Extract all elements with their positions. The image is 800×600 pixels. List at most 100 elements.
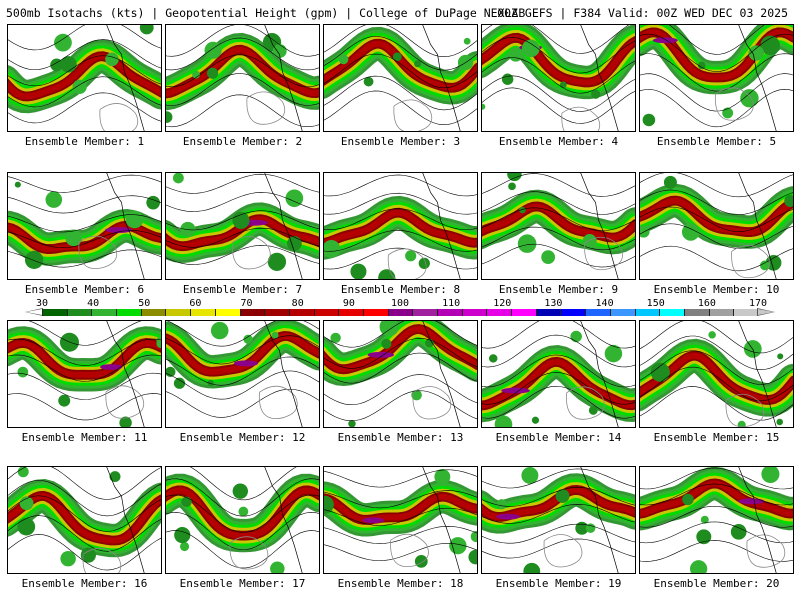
grey-contour <box>246 91 286 125</box>
ensemble-map <box>640 467 793 573</box>
isotach-blob <box>555 489 570 503</box>
ensemble-map <box>482 467 635 573</box>
coastline <box>580 173 619 279</box>
colorbar-tick-label: 140 <box>595 298 614 309</box>
height-contour <box>8 25 161 51</box>
height-contour <box>482 523 635 544</box>
colorbar-swatch <box>511 309 536 316</box>
isotach-band <box>324 493 477 523</box>
isotach-blob <box>405 250 417 262</box>
isotach-blob <box>45 191 63 208</box>
ensemble-label: Ensemble Member: 2 <box>182 135 303 148</box>
isotach-blob <box>238 506 249 517</box>
jet-max-core <box>105 227 133 233</box>
ensemble-label: Ensemble Member: 1 <box>24 135 145 148</box>
grey-contour <box>584 236 623 271</box>
height-contour <box>166 210 319 231</box>
ensemble-label: Ensemble Member: 19 <box>495 577 622 590</box>
height-contour <box>640 505 793 528</box>
height-contour <box>640 173 793 198</box>
height-contour <box>324 374 477 406</box>
height-contour <box>324 25 477 57</box>
isotach-blob <box>696 529 712 545</box>
height-contour <box>482 372 635 405</box>
height-contour <box>324 90 477 126</box>
ensemble-map <box>640 321 793 427</box>
grey-contour <box>105 385 145 419</box>
height-contour <box>8 372 161 400</box>
jet-max-core <box>496 513 520 520</box>
ensemble-panel <box>639 320 794 428</box>
colorbar-tick-label: 110 <box>442 298 461 309</box>
colorbar-swatch <box>190 309 215 316</box>
height-contour <box>166 530 319 569</box>
height-contour <box>482 37 635 74</box>
ensemble-panel <box>639 172 794 280</box>
isotach-blob <box>324 495 334 514</box>
ensemble-panel <box>481 172 636 280</box>
ensemble-label: Ensemble Member: 10 <box>653 283 780 296</box>
coastline <box>106 25 145 131</box>
height-contour <box>324 321 477 348</box>
isotach-band <box>324 209 477 246</box>
height-contour <box>8 230 161 248</box>
colorbar-swatch <box>264 309 289 316</box>
colorbar-tick-label: 150 <box>646 298 665 309</box>
colorbar-swatch <box>585 309 610 316</box>
isotach-blob <box>689 560 708 573</box>
ensemble-panel <box>639 466 794 574</box>
coastline <box>422 467 461 573</box>
ensemble-label: Ensemble Member: 18 <box>337 577 464 590</box>
isotach-blob <box>72 79 87 94</box>
height-contour <box>166 227 319 248</box>
isotach-blob <box>521 467 539 484</box>
ensemble-map <box>166 467 319 573</box>
height-contour <box>166 388 319 418</box>
height-contour <box>482 191 635 215</box>
isotach-blob <box>14 181 21 188</box>
height-contour <box>482 538 635 559</box>
jet-max-core <box>501 387 530 394</box>
height-contour <box>8 515 161 552</box>
grey-contour <box>543 534 583 568</box>
height-contour <box>166 192 319 212</box>
ensemble-map <box>8 25 161 131</box>
isotach-blob <box>776 418 784 426</box>
isotach-band <box>640 480 793 517</box>
coastline <box>106 467 145 573</box>
isotach-blob <box>682 493 694 506</box>
colorbar-tick-label: 100 <box>390 298 410 309</box>
grey-contour <box>561 106 601 131</box>
ensemble-map <box>482 25 635 131</box>
grey-contour <box>259 385 298 419</box>
isotach-band <box>482 34 635 86</box>
coastline <box>580 321 619 427</box>
isotach-blob <box>760 260 770 271</box>
isotach-blob <box>173 377 186 389</box>
isotach-blob <box>19 496 34 511</box>
ensemble-panel <box>639 24 794 132</box>
grey-contour <box>412 386 452 420</box>
height-contour <box>324 337 477 369</box>
coastline <box>264 321 303 427</box>
ensemble-label: Ensemble Member: 9 <box>498 283 619 296</box>
ensemble-panel <box>165 320 320 428</box>
isotach-blob <box>139 25 154 35</box>
height-contour <box>166 478 319 517</box>
height-contour <box>482 57 635 94</box>
isotach-blob <box>172 173 184 184</box>
ensemble-map <box>166 25 319 131</box>
isotach-blob <box>54 33 72 52</box>
coastline <box>738 467 777 573</box>
coastline <box>422 321 461 427</box>
isotach-blob <box>179 541 190 552</box>
height-contour <box>482 468 635 489</box>
height-contour <box>166 245 319 265</box>
height-contour <box>8 195 161 214</box>
height-contour <box>8 479 161 517</box>
isotach-band <box>166 487 319 539</box>
height-contour <box>324 390 477 422</box>
isotach-blob <box>508 47 523 62</box>
header-title: 500mb Isotachs (kts) | Geopotential Heig… <box>6 6 526 20</box>
isotach-blob <box>156 339 161 348</box>
